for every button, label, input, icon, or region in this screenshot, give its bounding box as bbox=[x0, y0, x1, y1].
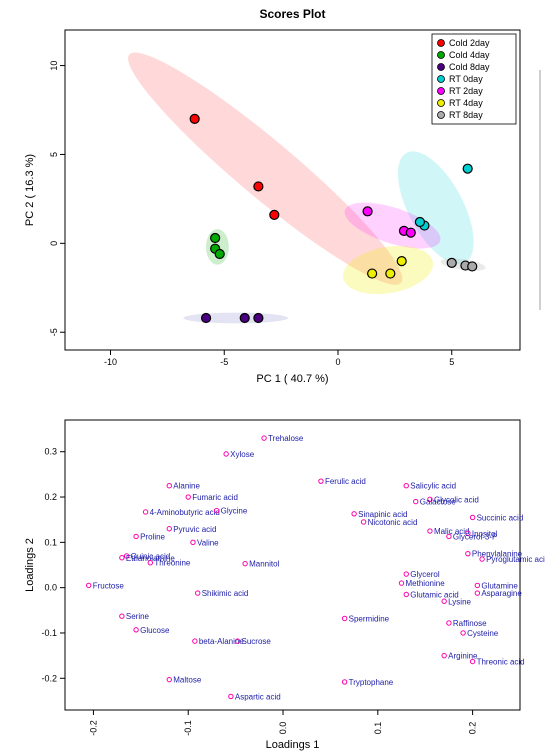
loading-label: Xylose bbox=[230, 450, 255, 459]
legend-swatch bbox=[438, 88, 445, 95]
y-tick-label: -0.2 bbox=[41, 673, 57, 683]
loading-label: Aspartic acid bbox=[235, 692, 281, 701]
y-tick-label: 10 bbox=[49, 61, 59, 71]
loading-label: Glucose bbox=[140, 626, 170, 635]
loading-label: Methionine bbox=[406, 579, 446, 588]
x-tick-label: -0.1 bbox=[183, 720, 193, 736]
loading-label: Spermidine bbox=[349, 614, 390, 623]
score-point bbox=[270, 210, 279, 219]
loading-label: Shikimic acid bbox=[202, 589, 249, 598]
y-tick-label: 0 bbox=[49, 241, 59, 246]
legend-label: RT 8day bbox=[449, 110, 483, 120]
loading-label: Tryptophane bbox=[349, 678, 394, 687]
legend-swatch bbox=[438, 64, 445, 71]
x-tick-label: 0.2 bbox=[468, 722, 478, 735]
loading-label: Pyruvic acid bbox=[173, 525, 216, 534]
scores-ylabel: PC 2 ( 16.3 %) bbox=[24, 154, 36, 226]
legend-swatch bbox=[438, 100, 445, 107]
scores-xlabel: PC 1 ( 40.7 %) bbox=[256, 373, 328, 385]
loading-label: Nicotonic acid bbox=[368, 518, 418, 527]
loading-label: 4-Aminobutyric acid bbox=[150, 508, 220, 517]
score-point bbox=[254, 314, 263, 323]
score-point bbox=[415, 218, 424, 227]
y-tick-label: 0.1 bbox=[44, 537, 57, 547]
loading-label: Cysteine bbox=[467, 629, 499, 638]
loading-label: Pyroglutamic aci bbox=[486, 555, 545, 564]
x-tick-label: 0.0 bbox=[278, 722, 288, 735]
score-point bbox=[254, 182, 263, 191]
loading-label: Fructose bbox=[93, 581, 125, 590]
loading-label: Salicylic acid bbox=[410, 482, 456, 491]
x-tick-label: -0.2 bbox=[88, 720, 98, 736]
legend-label: Cold 2day bbox=[449, 38, 490, 48]
legend-label: RT 4day bbox=[449, 98, 483, 108]
loading-label: Asparagine bbox=[481, 589, 522, 598]
loading-label: Alanine bbox=[173, 482, 200, 491]
figure-container: Scores Plot -10 -5 0 5 -5 0 5 10 PC 1 ( 40.7 %) PC… bbox=[0, 0, 555, 754]
y-tick-label: -5 bbox=[49, 328, 59, 336]
loading-label: Glycerol bbox=[410, 570, 440, 579]
loading-label: Threonic acid bbox=[477, 658, 525, 667]
legend-label: RT 0day bbox=[449, 74, 483, 84]
score-point bbox=[368, 269, 377, 278]
scores-plot: Scores Plot -10 -5 0 5 -5 0 5 10 PC 1 ( 40.7 %) PC… bbox=[24, 7, 540, 385]
score-point bbox=[363, 207, 372, 216]
loading-label: Lysine bbox=[448, 597, 471, 606]
score-point bbox=[468, 262, 477, 271]
legend-label: RT 2day bbox=[449, 86, 483, 96]
loadings-plot: -0.2 -0.1 0.0 0.1 0.2 -0.2 -0.1 0.0 0.1 0.2 0.3 Loa… bbox=[24, 420, 545, 751]
score-point bbox=[386, 269, 395, 278]
legend-label: Cold 4day bbox=[449, 50, 490, 60]
legend-swatch bbox=[438, 112, 445, 119]
y-tick-label: -0.1 bbox=[41, 628, 57, 638]
loading-label: Ferulic acid bbox=[325, 477, 366, 486]
loading-label: Sucrose bbox=[242, 637, 272, 646]
score-point bbox=[211, 234, 220, 243]
y-tick-label: 0.0 bbox=[44, 583, 57, 593]
x-tick-label: 5 bbox=[449, 357, 454, 367]
legend-swatch bbox=[438, 52, 445, 59]
group-ellipse bbox=[183, 313, 288, 324]
y-tick-label: 0.2 bbox=[44, 492, 57, 502]
x-tick-label: -10 bbox=[104, 357, 117, 367]
loadings-border bbox=[65, 420, 520, 710]
score-point bbox=[406, 228, 415, 237]
loading-label: Threonine bbox=[154, 559, 191, 568]
score-point bbox=[215, 250, 224, 259]
x-tick-label: 0 bbox=[335, 357, 340, 367]
loading-label: Maltose bbox=[173, 676, 202, 685]
score-point bbox=[463, 164, 472, 173]
score-point bbox=[447, 258, 456, 267]
x-tick-label: 0.1 bbox=[373, 722, 383, 735]
main-svg: Scores Plot -10 -5 0 5 -5 0 5 10 PC 1 ( 40.7 %) PC… bbox=[0, 0, 555, 754]
loading-label: Fumaric acid bbox=[192, 493, 238, 502]
score-point bbox=[202, 314, 211, 323]
y-tick-label: 5 bbox=[49, 152, 59, 157]
legend-label: Cold 8day bbox=[449, 62, 490, 72]
loading-label: Raffinose bbox=[453, 619, 487, 628]
loading-label: Glycine bbox=[221, 507, 248, 516]
loading-label: Serine bbox=[126, 612, 150, 621]
loading-label: Galactose bbox=[420, 498, 457, 507]
legend-swatch bbox=[438, 40, 445, 47]
loading-label: Succinic acid bbox=[477, 513, 524, 522]
legend-swatch bbox=[438, 76, 445, 83]
loading-label: Valine bbox=[197, 538, 219, 547]
loadings-ylabel: Loadings 2 bbox=[24, 538, 36, 592]
loading-label: Trehalose bbox=[268, 434, 304, 443]
loading-label: Mannitol bbox=[249, 560, 279, 569]
score-point bbox=[240, 314, 249, 323]
y-tick-label: 0.3 bbox=[44, 447, 57, 457]
loading-label: Proline bbox=[140, 532, 165, 541]
loading-label: Glycerol-3-P bbox=[453, 532, 497, 541]
scores-title: Scores Plot bbox=[259, 7, 325, 21]
loadings-xlabel: Loadings 1 bbox=[266, 739, 320, 751]
score-point bbox=[397, 257, 406, 266]
score-point bbox=[190, 114, 199, 123]
x-tick-label: -5 bbox=[220, 357, 228, 367]
